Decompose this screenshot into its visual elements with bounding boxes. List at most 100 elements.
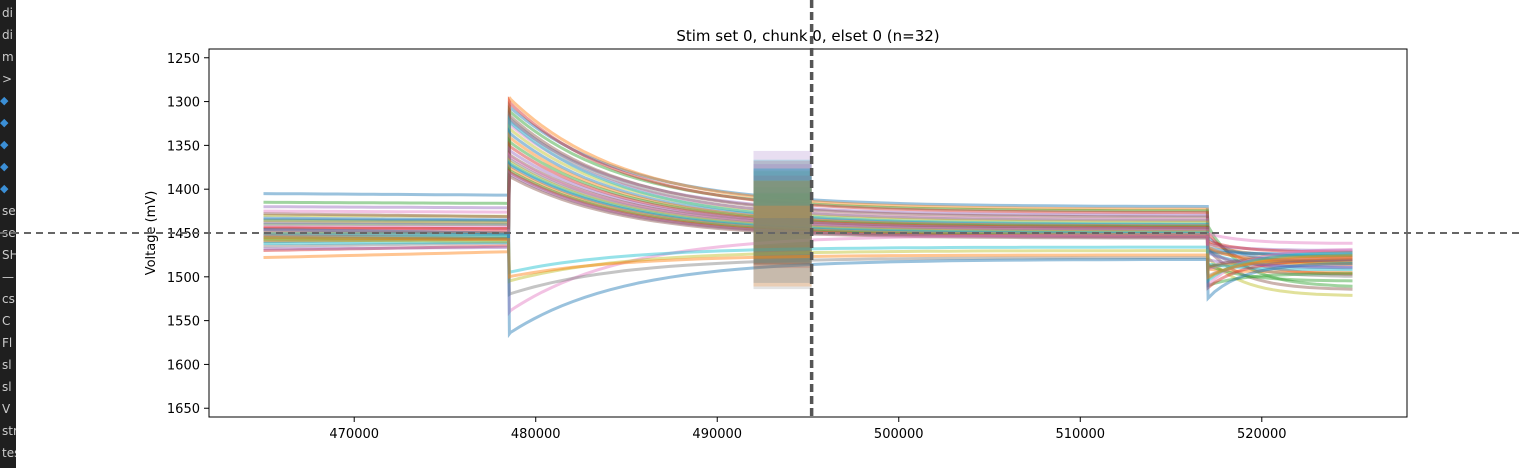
sidebar-item[interactable]: m [2, 50, 14, 64]
y-tick-label: 1500 [167, 271, 200, 286]
trace-line [263, 235, 1353, 280]
trace-line [263, 166, 1353, 288]
trace-line [263, 231, 1353, 284]
noise-band [753, 205, 812, 251]
trace-line [263, 228, 1353, 317]
trace-line [263, 169, 1353, 270]
noise-band [753, 202, 812, 249]
sidebar-item[interactable]: se [2, 204, 16, 218]
trace-line [263, 115, 1353, 270]
trace-line [263, 127, 1353, 258]
sidebar-item[interactable]: V [2, 402, 11, 416]
y-tick-label: 1350 [167, 139, 200, 154]
x-tick-label: 510000 [1055, 427, 1105, 442]
noise-band [753, 218, 812, 242]
y-tick-label: 1250 [167, 52, 200, 67]
x-axis: 470000 480000 490000 500000 510000 520000 [329, 417, 1287, 442]
sidebar-item[interactable]: str [2, 424, 16, 438]
noise-band [753, 187, 812, 241]
trace-line [263, 154, 1353, 278]
trace-line [263, 113, 1353, 252]
noise-band [753, 168, 812, 263]
noise-band [753, 198, 812, 265]
y-tick-label: 1300 [167, 96, 200, 111]
sidebar-item[interactable]: cs [2, 292, 15, 306]
noise-band [753, 203, 812, 241]
y-axis-label: Voltage (mV) [144, 191, 159, 276]
x-tick-label: 500000 [874, 427, 924, 442]
noise-band [753, 181, 812, 265]
python-file-icon[interactable]: ◆ [0, 116, 9, 129]
trace-line [263, 136, 1353, 283]
trace-line [263, 149, 1353, 263]
trace-line [263, 100, 1353, 265]
noise-band [753, 150, 812, 241]
sidebar-item[interactable]: sl [2, 358, 12, 372]
trace-line [263, 172, 1353, 270]
trace-line [263, 160, 1353, 256]
trace-line [263, 151, 1353, 272]
trace-line [263, 234, 1353, 297]
trace-line [263, 109, 1353, 291]
trace-line [263, 238, 1353, 284]
x-tick-label: 480000 [511, 427, 561, 442]
sidebar-item[interactable]: C [2, 314, 11, 328]
noise-band [753, 160, 812, 265]
trace-line [263, 131, 1353, 274]
noise-band [753, 182, 812, 249]
x-tick-label: 470000 [329, 427, 379, 442]
noise-band [753, 193, 812, 260]
noise-band [753, 164, 812, 257]
sidebar-item[interactable]: Fl [2, 336, 13, 350]
trace-line [263, 104, 1353, 288]
sidebar-item[interactable]: tes [2, 446, 16, 460]
noise-band [753, 218, 812, 254]
trace-line [263, 95, 1353, 276]
y-tick-label: 1450 [167, 227, 200, 242]
noise-band [753, 175, 812, 249]
trace-line [263, 145, 1353, 268]
noise-band [753, 192, 812, 257]
noise-band [753, 218, 812, 283]
trace-line [263, 140, 1353, 254]
noise-band [753, 214, 812, 265]
noise-band [753, 170, 812, 241]
sidebar-item[interactable]: sl [2, 380, 12, 394]
y-tick-label: 1650 [167, 402, 200, 417]
y-tick-label: 1600 [167, 358, 200, 373]
trace-line [263, 111, 1353, 270]
python-file-icon[interactable]: ◆ [0, 94, 9, 107]
trace-line [263, 157, 1353, 268]
chart-title: Stim set 0, chunk 0, elset 0 (n=32) [676, 27, 939, 45]
noise-band [753, 193, 812, 290]
noise-band [753, 205, 812, 287]
trace-line [263, 96, 1353, 259]
noise-band [753, 180, 812, 257]
python-file-icon[interactable]: ◆ [0, 138, 9, 151]
trace-line [263, 163, 1353, 266]
python-file-icon[interactable]: ◆ [0, 160, 9, 173]
trace-line [263, 158, 1353, 272]
y-tick-label: 1550 [167, 315, 200, 330]
sidebar-item[interactable]: SH [2, 248, 16, 262]
sidebar-item[interactable]: se [2, 226, 16, 240]
noise-band [753, 191, 812, 249]
trace-line [263, 168, 1353, 291]
sidebar-item[interactable]: di [2, 6, 13, 20]
trace-line [263, 118, 1353, 245]
noise-band [753, 171, 812, 257]
python-file-icon[interactable]: ◆ [0, 182, 9, 195]
trace-line [263, 228, 1353, 339]
sidebar-item[interactable]: — [2, 270, 14, 284]
noise-band [753, 180, 812, 259]
y-axis: 1250 1300 1350 1400 1450 1500 1550 1600 1650 [167, 52, 209, 417]
sidebar-item[interactable]: > [2, 72, 13, 86]
x-tick-label: 520000 [1237, 427, 1287, 442]
noise-band [753, 180, 812, 269]
sidebar-item[interactable]: di [2, 28, 13, 42]
y-tick-label: 1400 [167, 183, 200, 198]
noise-band [753, 168, 812, 265]
trace-line [263, 123, 1353, 297]
